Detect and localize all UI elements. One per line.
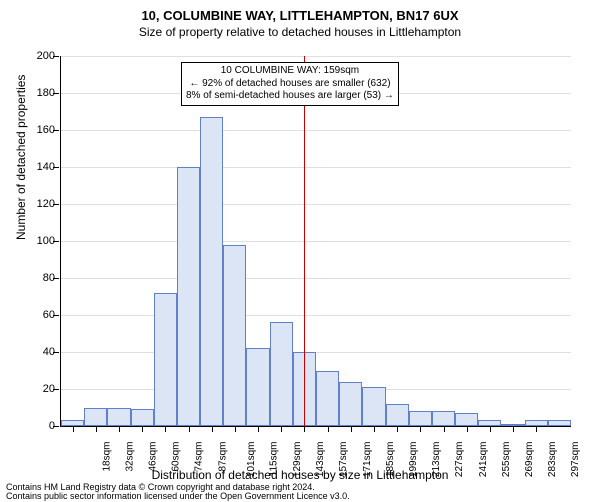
x-tick xyxy=(96,426,97,432)
histogram-bar xyxy=(548,420,571,426)
gridline xyxy=(61,352,571,353)
histogram-bar xyxy=(177,167,200,426)
x-tick xyxy=(304,426,305,432)
x-tick-label: 32sqm xyxy=(124,442,135,472)
histogram-bar xyxy=(339,382,362,426)
histogram-bar xyxy=(316,371,339,427)
y-tick-label: 200 xyxy=(37,50,55,62)
y-tick-label: 40 xyxy=(43,346,55,358)
gridline xyxy=(61,56,571,57)
x-axis-label: Distribution of detached houses by size … xyxy=(0,468,600,482)
histogram-bar xyxy=(270,322,293,426)
y-tick-label: 20 xyxy=(43,383,55,395)
gridline xyxy=(61,315,571,316)
x-tick xyxy=(513,426,514,432)
y-tick-label: 120 xyxy=(37,198,55,210)
chart-area: 02040608010012014016018020018sqm32sqm46s… xyxy=(60,56,570,426)
x-tick xyxy=(328,426,329,432)
annotation-line: 10 COLUMBINE WAY: 159sqm xyxy=(186,65,394,78)
y-tick-label: 60 xyxy=(43,309,55,321)
x-tick-label: 46sqm xyxy=(147,442,158,472)
y-tick-label: 140 xyxy=(37,161,55,173)
x-tick xyxy=(235,426,236,432)
x-tick-label: 74sqm xyxy=(194,442,205,472)
histogram-bar xyxy=(362,387,385,426)
histogram-bar xyxy=(386,404,409,426)
x-tick xyxy=(281,426,282,432)
gridline xyxy=(61,241,571,242)
x-tick xyxy=(490,426,491,432)
x-tick-label: 87sqm xyxy=(217,442,228,472)
x-tick xyxy=(536,426,537,432)
annotation-box: 10 COLUMBINE WAY: 159sqm← 92% of detache… xyxy=(181,62,399,106)
x-tick xyxy=(420,426,421,432)
x-tick xyxy=(165,426,166,432)
histogram-bar xyxy=(200,117,223,426)
annotation-line: 8% of semi-detached houses are larger (5… xyxy=(186,90,394,103)
x-tick-label: 18sqm xyxy=(101,442,112,472)
gridline xyxy=(61,204,571,205)
plot: 02040608010012014016018020018sqm32sqm46s… xyxy=(60,56,571,427)
y-tick-label: 80 xyxy=(43,272,55,284)
y-tick-label: 100 xyxy=(37,235,55,247)
histogram-bar xyxy=(84,408,107,427)
x-tick xyxy=(189,426,190,432)
x-tick xyxy=(351,426,352,432)
x-tick xyxy=(73,426,74,432)
histogram-bar xyxy=(246,348,269,426)
x-tick xyxy=(374,426,375,432)
histogram-bar xyxy=(455,413,478,426)
y-tick-label: 0 xyxy=(49,420,55,432)
x-tick xyxy=(119,426,120,432)
histogram-bar xyxy=(154,293,177,426)
x-tick xyxy=(467,426,468,432)
x-tick xyxy=(444,426,445,432)
histogram-bar xyxy=(107,408,130,427)
chart-header: 10, COLUMBINE WAY, LITTLEHAMPTON, BN17 6… xyxy=(0,0,600,39)
annotation-line: ← 92% of detached houses are smaller (63… xyxy=(186,78,394,91)
y-tick-label: 160 xyxy=(37,124,55,136)
histogram-bar xyxy=(131,409,154,426)
x-tick xyxy=(258,426,259,432)
gridline xyxy=(61,278,571,279)
x-tick xyxy=(397,426,398,432)
y-tick-label: 180 xyxy=(37,87,55,99)
gridline xyxy=(61,167,571,168)
gridline xyxy=(61,130,571,131)
x-tick xyxy=(212,426,213,432)
histogram-bar xyxy=(409,411,432,426)
marker-line xyxy=(304,56,305,426)
y-axis-label: Number of detached properties xyxy=(14,75,28,240)
histogram-bar xyxy=(223,245,246,426)
x-tick xyxy=(142,426,143,432)
footnote-line: Contains public sector information licen… xyxy=(6,491,350,502)
x-tick-label: 60sqm xyxy=(171,442,182,472)
histogram-bar xyxy=(432,411,455,426)
title-main: 10, COLUMBINE WAY, LITTLEHAMPTON, BN17 6… xyxy=(0,8,600,23)
title-sub: Size of property relative to detached ho… xyxy=(0,25,600,39)
